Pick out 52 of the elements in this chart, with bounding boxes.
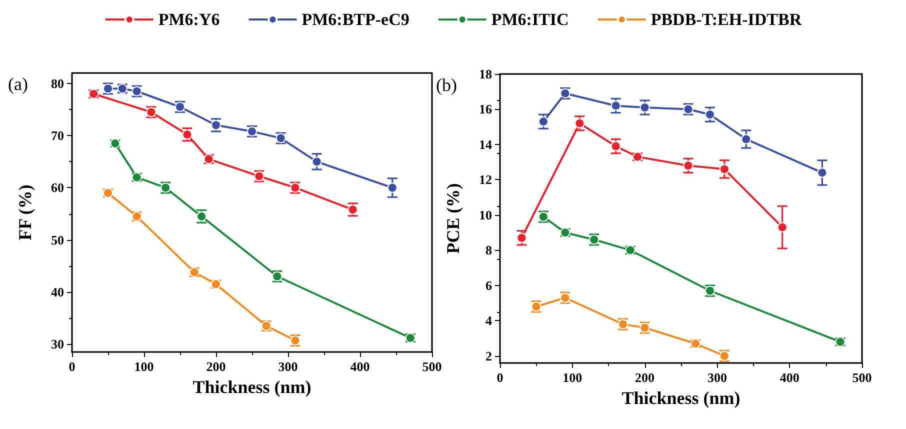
x-tick-label: 100 [562,370,582,385]
x-tick-label: 200 [206,359,226,374]
x-tick-label: 300 [278,359,298,374]
legend-label: PM6:Y6 [158,10,220,29]
y-tick-label: 8 [486,242,492,258]
point [817,168,828,178]
y-tick-label: 60 [51,180,64,196]
point [574,118,585,128]
legend-label: PM6:BTP-eC9 [302,10,410,29]
x-tick-label: 400 [350,359,370,374]
x-tick-label: 100 [134,359,154,374]
y-axis-title: PCE (%) [443,183,463,254]
point [719,164,730,174]
legend-label: PM6:ITIC [491,10,569,29]
text: (a) [8,74,28,94]
point [704,110,715,120]
point [741,134,752,144]
x-axis-title: Thickness (nm) [622,388,740,408]
y-tick-label: 4 [486,313,492,328]
point [182,130,192,140]
y-tick-label: 10 [479,207,492,222]
x-tick-label: 0 [496,370,504,385]
y-tick-label: 12 [479,172,492,188]
point [516,232,527,243]
x-tick-label: 400 [780,370,800,385]
y-tick-label: 70 [51,128,64,144]
point [640,102,650,112]
x-tick-label: 500 [852,370,872,385]
point [387,182,398,193]
point [683,160,694,171]
point [538,116,548,127]
y-tick-label: 40 [51,284,64,300]
y-tick-label: 2 [486,348,492,364]
x-tick-label: 200 [635,370,655,385]
x-tick-label: 300 [707,370,727,385]
point [777,222,788,232]
y-tick-label: 30 [51,336,64,352]
legend-label: PBDB-T:EH-IDTBR [650,10,802,29]
y-tick-label: 6 [486,278,492,293]
text: (b) [436,75,457,95]
x-axis-title: Thickness (nm) [192,377,312,397]
point [312,156,322,167]
x-tick-label: 500 [422,359,442,374]
point [610,100,621,111]
y-tick-label: 16 [479,102,492,117]
y-tick-label: 18 [479,66,492,82]
y-axis-title: FF (%) [15,184,35,240]
point [610,141,621,152]
x-tick-label: 0 [68,359,76,374]
y-tick-label: 14 [479,136,492,152]
y-tick-label: 80 [51,76,64,91]
y-tick-label: 50 [51,232,64,248]
